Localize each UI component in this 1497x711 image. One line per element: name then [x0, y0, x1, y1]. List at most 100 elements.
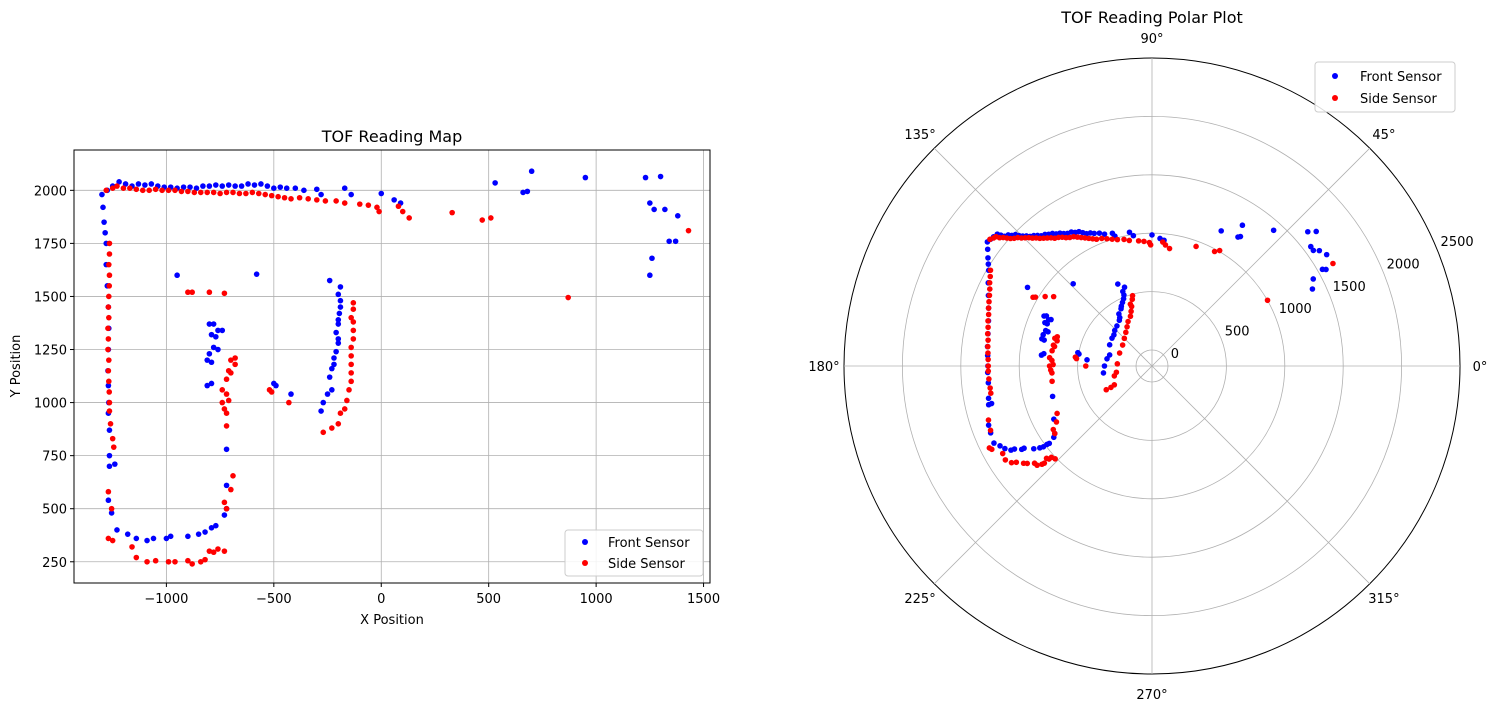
- polar-point-side-sensor: [987, 385, 993, 391]
- polar-theta-gridline: [1151, 147, 1371, 367]
- map-point-side-sensor: [406, 215, 412, 221]
- polar-r-label: 0: [1171, 347, 1179, 362]
- map-point-front-sensor: [219, 183, 226, 189]
- map-point-side-sensor: [206, 289, 213, 296]
- map-point-side-sensor: [106, 240, 113, 247]
- polar-point-side-sensor: [985, 324, 991, 331]
- map-point-side-sensor: [221, 499, 228, 506]
- polar-theta-gridline: [933, 365, 1153, 585]
- map-point-front-sensor: [99, 191, 105, 198]
- map-point-side-sensor: [152, 186, 159, 193]
- map-point-side-sensor: [236, 190, 243, 197]
- polar-point-front-sensor: [1030, 445, 1037, 452]
- map-ylabel: Y Position: [9, 335, 24, 399]
- polar-point-side-sensor: [985, 318, 991, 324]
- map-legend-side-marker: [582, 560, 588, 566]
- map-grid: [74, 150, 710, 583]
- map-x-tick-label: −500: [256, 592, 292, 607]
- map-point-side-sensor: [376, 208, 382, 215]
- map-point-front-sensor: [647, 272, 653, 279]
- map-ticks: −1000 −500 0 500 1000 1500 250 500 750 1000 1250 15…: [34, 184, 720, 607]
- map-point-side-sensor: [288, 196, 294, 202]
- polar-point-front-sensor: [985, 261, 992, 267]
- map-point-front-sensor: [288, 391, 294, 397]
- polar-point-front-sensor: [1270, 227, 1277, 234]
- map-point-front-sensor: [223, 482, 230, 489]
- polar-point-side-sensor: [1103, 386, 1110, 393]
- map-point-side-sensor: [221, 290, 228, 297]
- map-point-side-sensor: [109, 537, 116, 544]
- polar-point-front-sensor: [1091, 230, 1098, 237]
- polar-point-side-sensor: [1024, 460, 1031, 467]
- map-point-side-sensor: [223, 189, 230, 196]
- map-point-front-sensor: [253, 271, 260, 277]
- map-point-side-sensor: [109, 435, 116, 442]
- polar-point-side-sensor: [1082, 363, 1089, 369]
- polar-point-side-sensor: [1264, 297, 1271, 304]
- map-point-side-sensor: [296, 194, 303, 201]
- map-point-side-sensor: [337, 410, 344, 416]
- polar-theta-label: 315°: [1368, 592, 1399, 607]
- polar-point-side-sensor: [985, 417, 992, 423]
- map-point-side-sensor: [262, 191, 269, 198]
- map-y-tick-label: 1000: [34, 397, 67, 412]
- polar-point-side-sensor: [985, 350, 991, 356]
- polar-point-side-sensor: [1042, 293, 1048, 300]
- map-point-front-sensor: [313, 186, 320, 193]
- map-point-side-sensor: [106, 261, 112, 268]
- polar-point-side-sensor: [986, 376, 992, 382]
- map-point-side-sensor: [178, 188, 185, 195]
- polar-point-front-sensor: [1101, 363, 1108, 369]
- map-point-front-sensor: [206, 183, 213, 189]
- map-point-side-sensor: [105, 367, 112, 374]
- map-point-front-sensor: [335, 321, 342, 327]
- map-point-front-sensor: [341, 185, 348, 192]
- polar-point-front-sensor: [1316, 247, 1323, 254]
- map-point-side-sensor: [106, 314, 112, 321]
- polar-point-side-sensor: [1049, 378, 1055, 385]
- map-point-side-sensor: [144, 558, 150, 565]
- polar-point-front-sensor: [1096, 230, 1103, 236]
- polar-legend-side-label: Side Sensor: [1360, 92, 1437, 107]
- map-point-side-sensor: [305, 196, 312, 202]
- map-point-front-sensor: [106, 463, 113, 470]
- map-point-front-sensor: [672, 238, 679, 245]
- map-point-front-sensor: [206, 321, 213, 327]
- polar-point-side-sensor: [1125, 318, 1131, 325]
- polar-point-side-sensor: [1147, 242, 1154, 248]
- polar-legend-box: [1314, 61, 1456, 113]
- polar-point-side-sensor: [1098, 235, 1105, 242]
- polar-point-side-sensor: [987, 427, 994, 434]
- polar-point-side-sensor: [986, 445, 993, 451]
- map-point-side-sensor: [197, 558, 204, 565]
- polar-point-side-sensor: [1123, 329, 1129, 336]
- polar-point-front-sensor: [1041, 337, 1047, 343]
- map-point-side-sensor: [223, 391, 230, 397]
- map-point-front-sensor: [102, 229, 108, 236]
- map-point-front-sensor: [112, 461, 118, 467]
- polar-point-front-sensor: [1024, 284, 1031, 291]
- map-point-side-sensor: [133, 186, 140, 193]
- polar-point-side-sensor: [1104, 235, 1110, 242]
- polar-point-front-sensor: [1309, 286, 1316, 292]
- map-point-front-sensor: [264, 183, 271, 189]
- polar-point-front-sensor: [1011, 446, 1018, 452]
- polar-grid: [843, 57, 1461, 675]
- map-point-side-sensor: [185, 188, 191, 195]
- map-point-side-sensor: [350, 300, 357, 306]
- map-point-side-sensor: [139, 187, 146, 194]
- map-point-side-sensor: [243, 190, 249, 197]
- polar-point-front-sensor: [1041, 350, 1047, 357]
- map-point-side-sensor: [106, 357, 112, 363]
- polar-point-side-sensor: [985, 363, 992, 369]
- polar-point-front-sensor: [1084, 357, 1090, 363]
- map-point-front-sensor: [331, 355, 337, 361]
- polar-point-side-sensor: [985, 305, 992, 311]
- map-point-side-sensor: [230, 189, 236, 196]
- map-point-side-sensor: [350, 306, 357, 312]
- polar-point-side-sensor: [1002, 457, 1009, 463]
- map-point-side-sensor: [221, 548, 228, 554]
- map-point-side-sensor: [365, 202, 372, 208]
- map-point-front-sensor: [185, 533, 191, 540]
- map-point-front-sensor: [524, 188, 531, 195]
